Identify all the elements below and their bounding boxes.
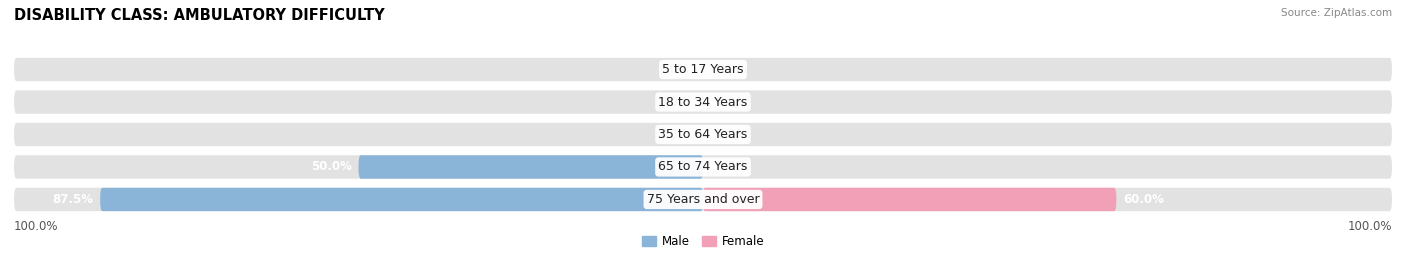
Text: 0.0%: 0.0% <box>717 95 747 108</box>
Text: Source: ZipAtlas.com: Source: ZipAtlas.com <box>1281 8 1392 18</box>
Text: 0.0%: 0.0% <box>717 161 747 174</box>
FancyBboxPatch shape <box>14 58 1392 81</box>
FancyBboxPatch shape <box>359 155 703 179</box>
Text: 50.0%: 50.0% <box>311 161 352 174</box>
Text: 75 Years and over: 75 Years and over <box>647 193 759 206</box>
FancyBboxPatch shape <box>14 188 1392 211</box>
Text: 0.0%: 0.0% <box>659 128 689 141</box>
Text: 0.0%: 0.0% <box>717 63 747 76</box>
FancyBboxPatch shape <box>14 123 1392 146</box>
Text: 0.0%: 0.0% <box>659 63 689 76</box>
FancyBboxPatch shape <box>14 90 1392 114</box>
Text: 87.5%: 87.5% <box>52 193 93 206</box>
FancyBboxPatch shape <box>100 188 703 211</box>
Text: 0.0%: 0.0% <box>659 95 689 108</box>
FancyBboxPatch shape <box>703 188 1116 211</box>
Text: 60.0%: 60.0% <box>1123 193 1164 206</box>
Text: 100.0%: 100.0% <box>1347 220 1392 233</box>
FancyBboxPatch shape <box>14 155 1392 179</box>
Text: 5 to 17 Years: 5 to 17 Years <box>662 63 744 76</box>
Text: DISABILITY CLASS: AMBULATORY DIFFICULTY: DISABILITY CLASS: AMBULATORY DIFFICULTY <box>14 8 385 23</box>
Text: 0.0%: 0.0% <box>717 128 747 141</box>
Legend: Male, Female: Male, Female <box>637 230 769 253</box>
Text: 65 to 74 Years: 65 to 74 Years <box>658 161 748 174</box>
Text: 35 to 64 Years: 35 to 64 Years <box>658 128 748 141</box>
Text: 100.0%: 100.0% <box>14 220 59 233</box>
Text: 18 to 34 Years: 18 to 34 Years <box>658 95 748 108</box>
